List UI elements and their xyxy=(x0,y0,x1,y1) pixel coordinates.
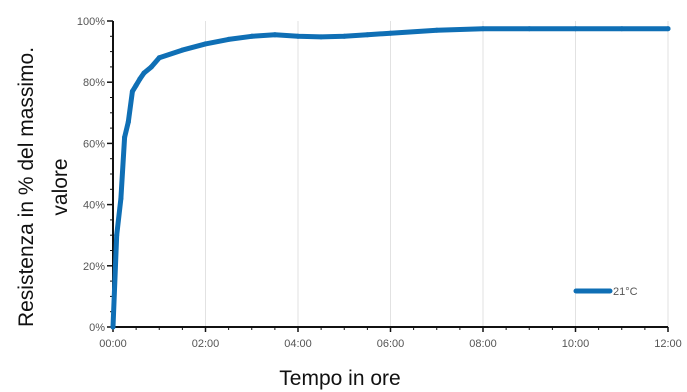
tick-marks xyxy=(107,20,669,332)
data-point xyxy=(249,33,255,39)
y-tick-label: 0% xyxy=(89,322,105,334)
y-axis-title-line-2: valore xyxy=(49,158,72,215)
y-tick-labels: 0% 20% 40% 60% 80% 100% xyxy=(77,16,105,334)
data-point xyxy=(619,26,625,32)
x-tick-labels: 00:00 02:00 04:00 06:00 08:00 10:00 12:00 xyxy=(99,338,682,350)
data-point xyxy=(272,32,278,38)
y-tick-label: 40% xyxy=(83,200,105,212)
data-point xyxy=(179,47,185,53)
data-point xyxy=(141,70,147,76)
data-point xyxy=(133,82,139,88)
data-point xyxy=(137,76,143,82)
data-point xyxy=(110,324,116,330)
data-point xyxy=(114,232,120,238)
x-tick-label: 00:00 xyxy=(99,338,127,350)
data-point xyxy=(526,26,532,32)
data-point xyxy=(364,32,370,38)
data-point xyxy=(203,41,208,47)
y-tick-label: 20% xyxy=(83,261,105,273)
legend-label: 21°C xyxy=(613,286,638,298)
y-tick-label: 100% xyxy=(77,16,105,28)
legend: 21°C xyxy=(573,286,638,298)
x-tick-label: 10:00 xyxy=(562,338,590,350)
data-point xyxy=(156,55,162,61)
data-point xyxy=(118,196,124,201)
x-tick-label: 08:00 xyxy=(469,338,497,350)
data-point xyxy=(295,33,301,39)
data-point xyxy=(573,26,578,32)
x-tick-label: 06:00 xyxy=(377,338,405,350)
y-tick-label: 60% xyxy=(83,138,105,150)
data-point xyxy=(226,36,232,42)
data-point xyxy=(665,26,671,32)
data-point xyxy=(434,27,440,33)
x-tick-label: 12:00 xyxy=(654,338,682,350)
data-point xyxy=(318,34,324,40)
data-point xyxy=(125,119,131,125)
vertical-gridlines xyxy=(205,21,669,327)
y-axis-title-line-1: Resistenza in % del massimo. xyxy=(15,47,38,327)
data-point xyxy=(388,30,393,36)
data-point xyxy=(480,26,486,32)
data-point xyxy=(129,88,135,94)
x-tick-label: 04:00 xyxy=(284,338,312,350)
y-tick-label: 80% xyxy=(83,77,105,89)
data-point xyxy=(122,134,128,140)
data-point xyxy=(341,33,347,39)
data-point xyxy=(148,64,154,70)
series-layer xyxy=(110,26,671,330)
x-axis-title: Tempo in ore xyxy=(279,367,400,390)
x-tick-label: 02:00 xyxy=(192,338,220,350)
